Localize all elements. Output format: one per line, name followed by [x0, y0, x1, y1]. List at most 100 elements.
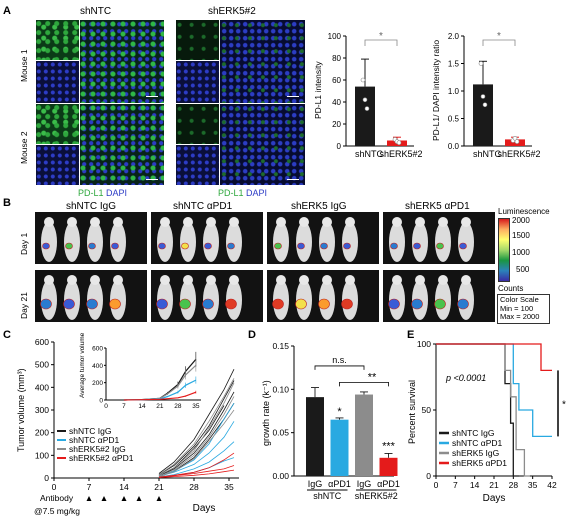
ivis-image-grid — [35, 212, 495, 322]
x-tick-label: 14 — [470, 480, 480, 490]
ns-bracket — [314, 365, 365, 370]
growth-curve — [158, 369, 235, 474]
tumor-signal — [390, 242, 398, 250]
growth-curve — [158, 421, 235, 477]
x-tick-label: 28 — [509, 480, 519, 490]
y-tick-label: 40 — [332, 98, 341, 107]
inset-mean-curve — [123, 391, 197, 401]
mouse-silhouette — [157, 222, 173, 262]
growth-curve — [158, 380, 235, 475]
microscopy-sherk5-mouse1-merge — [220, 20, 305, 103]
tumor-signal — [274, 242, 282, 250]
data-point — [480, 94, 486, 99]
tumor-signal — [457, 298, 469, 310]
chart-e: 0 50 100 0 7 14 21 28 35 42 Percent survival Days p … — [408, 339, 566, 504]
bar — [379, 457, 398, 476]
mouse-head — [299, 217, 309, 227]
tumor-signal — [413, 242, 421, 250]
x-tick-label: 21 — [154, 482, 164, 492]
tumor-signal — [272, 298, 284, 310]
y-tick-label: 0.05 — [272, 428, 289, 438]
significance-star: ** — [368, 371, 377, 383]
y-axis-label: Tumor volume (mm³) — [16, 368, 26, 452]
tumor-signal — [341, 298, 353, 310]
mouse-head — [461, 275, 471, 285]
mouse-head — [183, 217, 193, 227]
inset-mean-curve — [123, 364, 197, 401]
tumor-signal — [86, 298, 98, 310]
y-tick-label: 200 — [35, 428, 49, 438]
group-label-b-3: shERK5 αPD1 — [405, 201, 470, 212]
mouse-silhouette — [273, 222, 289, 262]
data-point — [396, 140, 402, 145]
legend-label: shNTC αPD1 — [69, 435, 120, 445]
legend-pdl1-dapi-left: PD-L1 DAPI — [78, 188, 127, 198]
x-tick-label: 14 — [119, 482, 129, 492]
bar — [355, 86, 375, 146]
tumor-signal — [202, 298, 214, 310]
significance-bracket — [482, 39, 516, 46]
p-value: p <0.0001 — [445, 373, 486, 383]
y-tick-label: 0 — [337, 142, 342, 151]
y-tick-label: 100 — [35, 450, 49, 460]
group-label-b-0: shNTC IgG — [66, 201, 117, 212]
microscopy-sherk5-mouse2-pdl1 — [176, 104, 219, 144]
y-tick-label: 0.10 — [272, 384, 289, 394]
mouse-head — [322, 217, 332, 227]
mouse-head — [67, 217, 77, 227]
scale-bar — [287, 96, 299, 97]
mouse-head — [415, 217, 425, 227]
microscopy-shntc-mouse1-merge — [80, 20, 164, 103]
mouse-head — [276, 217, 286, 227]
x-tick-label: 28 — [189, 482, 199, 492]
x-tick-label: shNTC — [473, 149, 502, 159]
y-tick-label: 1.0 — [448, 87, 460, 96]
legend-label: shERK5 IgG — [452, 448, 499, 458]
mouse-silhouette — [180, 222, 196, 262]
mouse-head — [44, 275, 54, 285]
bar — [355, 394, 373, 476]
microscopy-sherk5-mouse2-dapi — [176, 145, 219, 185]
chart-c: 0 100 200 300 400 500 600 0 7 14 21 28 35 Tumor volum… — [16, 332, 239, 516]
mouse-silhouette — [226, 222, 242, 262]
tumor-signal — [40, 298, 52, 310]
panel-letter-a: A — [3, 5, 11, 17]
tumor-signal — [411, 298, 423, 310]
group-label-shntc: shNTC — [80, 6, 112, 17]
color-scale-line: Color Scale — [500, 295, 539, 304]
x-tick-label: αPD1 — [377, 479, 400, 489]
tumor-signal — [459, 242, 467, 250]
data-point — [478, 61, 484, 66]
mouse-head — [183, 275, 193, 285]
mouse-head — [229, 275, 239, 285]
group-label-sherk5: shERK5#2 — [208, 6, 256, 17]
mouse-head — [160, 217, 170, 227]
tumor-signal — [179, 298, 191, 310]
growth-curve — [158, 382, 235, 476]
legend-label: shERK5#2 αPD1 — [69, 453, 134, 463]
color-scale-line: Max = 2000 — [500, 312, 540, 321]
mouse-head — [206, 217, 216, 227]
significance-bracket — [339, 382, 389, 387]
data-point — [512, 136, 518, 141]
microscopy-shntc-mouse2-pdl1 — [36, 104, 79, 144]
panel-letter-b: B — [3, 197, 11, 209]
significance-star: * — [562, 399, 566, 410]
mouse-silhouette — [41, 222, 57, 262]
mouse-head — [299, 275, 309, 285]
x-tick-label: αPD1 — [328, 479, 351, 489]
antibody-marker — [136, 496, 142, 501]
y-tick-label: 0.0 — [448, 142, 460, 151]
panel-letter-e: E — [407, 329, 415, 341]
legend-dapi-text: DAPI — [106, 188, 128, 198]
mouse-head — [67, 275, 77, 285]
tumor-signal — [318, 298, 330, 310]
panel-letter-d: D — [248, 329, 256, 341]
data-point — [364, 106, 370, 111]
dose-label: @7.5 mg/kg — [34, 506, 80, 516]
x-axis-label: Days — [193, 503, 216, 514]
x-tick-label: IgG — [357, 479, 372, 489]
mouse-head — [229, 217, 239, 227]
mouse-silhouette — [296, 222, 312, 262]
color-scale-line: Min = 100 — [500, 303, 534, 313]
